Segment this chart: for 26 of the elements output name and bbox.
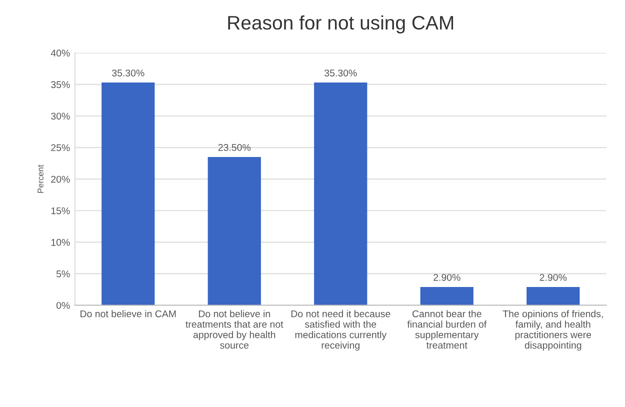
y-tick-label: 10%: [51, 238, 70, 246]
x-tick-label: Do not need it because satisfied with the medications currently receiving: [291, 310, 390, 351]
data-label: 2.90%: [540, 274, 567, 281]
x-tick-label: The opinions of friends, family, and health practitioners were disappointing: [502, 310, 603, 351]
bar: [526, 286, 580, 306]
chart-title: Reason for not using CAM: [228, 15, 454, 34]
data-label: 35.30%: [324, 70, 357, 76]
x-tick-label: Do not believe in CAM: [80, 310, 176, 318]
data-label: 2.90%: [434, 274, 460, 281]
y-tick-label: 40%: [50, 50, 70, 57]
bar: [314, 82, 368, 306]
y-tick-label: 20%: [51, 176, 70, 183]
bar: [420, 286, 474, 306]
data-label: 23.50%: [218, 144, 251, 151]
bar: [102, 82, 155, 306]
y-axis-title: Percent: [38, 164, 44, 193]
y-tick-label: 15%: [51, 207, 70, 214]
y-tick-label: 30%: [51, 112, 70, 120]
x-tick-label: Cannot bear the financial burden of supplementary treatment: [407, 310, 487, 349]
y-tick-label: 35%: [51, 81, 70, 88]
y-tick-label: 5%: [56, 270, 70, 278]
bar: [208, 157, 261, 306]
y-tick-label: 0%: [56, 302, 70, 309]
x-tick-label: Do not believe in treatments that are not approved by health source: [186, 310, 284, 349]
y-tick-label: 25%: [51, 144, 70, 152]
data-label: 35.30%: [112, 70, 144, 76]
